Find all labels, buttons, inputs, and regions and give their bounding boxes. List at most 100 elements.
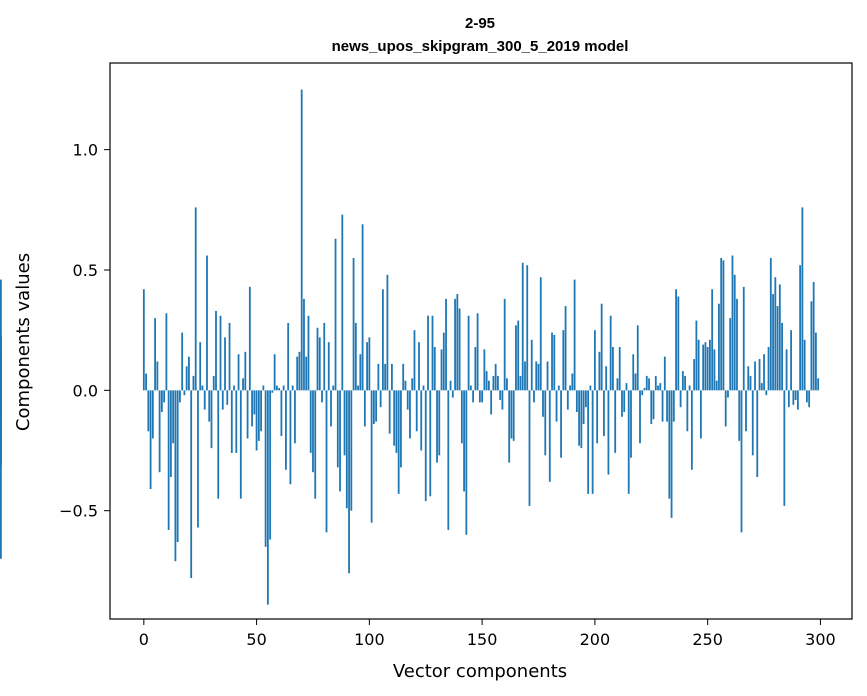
bar-97 bbox=[361, 224, 364, 391]
y-axis-label: Components values bbox=[13, 253, 34, 431]
bar-160 bbox=[503, 298, 506, 391]
bar-42 bbox=[237, 354, 240, 391]
bar-287 bbox=[790, 330, 792, 391]
bar-30 bbox=[210, 390, 213, 449]
bar-68 bbox=[296, 356, 299, 391]
bar-92 bbox=[350, 390, 353, 511]
bar-205 bbox=[605, 366, 608, 391]
bar-203 bbox=[600, 303, 603, 391]
bar-62 bbox=[282, 385, 285, 391]
bar-236 bbox=[675, 289, 677, 391]
bar-24 bbox=[197, 390, 199, 528]
bar-136 bbox=[449, 380, 452, 391]
bar-164 bbox=[512, 390, 515, 441]
bar-264 bbox=[738, 390, 741, 441]
x-tick-label: 300 bbox=[805, 630, 836, 649]
bar-273 bbox=[758, 359, 761, 391]
bar-0 bbox=[142, 289, 145, 391]
bar-2 bbox=[147, 390, 150, 432]
bar-260 bbox=[729, 318, 732, 391]
bar-179 bbox=[546, 361, 549, 391]
bar-130 bbox=[436, 390, 438, 463]
bar-256 bbox=[720, 257, 723, 391]
bar-133 bbox=[442, 332, 445, 391]
bar-18 bbox=[183, 390, 186, 396]
bar-4 bbox=[151, 390, 154, 439]
bar-185 bbox=[560, 390, 562, 458]
bar-239 bbox=[681, 371, 684, 391]
bar-60 bbox=[278, 387, 281, 391]
bar-278 bbox=[769, 257, 772, 391]
bar-118 bbox=[409, 390, 411, 439]
bar-134 bbox=[445, 298, 447, 391]
bar-218 bbox=[634, 373, 637, 391]
bar-6 bbox=[156, 361, 159, 391]
bar-228 bbox=[657, 385, 659, 391]
bar-41 bbox=[235, 390, 238, 453]
bar-58 bbox=[273, 354, 276, 391]
bar-108 bbox=[386, 274, 389, 391]
bar-183 bbox=[555, 390, 558, 422]
bar-144 bbox=[467, 315, 470, 391]
bar-9 bbox=[163, 390, 166, 403]
bar-220 bbox=[639, 390, 641, 444]
bar-267 bbox=[745, 390, 747, 432]
bar-166 bbox=[517, 320, 520, 391]
bar-293 bbox=[803, 339, 806, 391]
bar-125 bbox=[424, 390, 427, 502]
bar-249 bbox=[704, 342, 707, 391]
bar-111 bbox=[393, 390, 396, 446]
bar-71 bbox=[303, 298, 305, 391]
bar-246 bbox=[697, 339, 700, 391]
bar-91 bbox=[348, 390, 350, 574]
bar-182 bbox=[553, 334, 556, 391]
bar-67 bbox=[294, 390, 296, 444]
bar-155 bbox=[492, 375, 495, 391]
bar-32 bbox=[215, 310, 217, 391]
bar-147 bbox=[474, 347, 477, 391]
bar-undefined bbox=[0, 390, 2, 400]
bar-268 bbox=[747, 366, 750, 391]
bar-53 bbox=[262, 385, 265, 391]
bar-291 bbox=[799, 265, 802, 391]
bar-84 bbox=[332, 385, 335, 391]
bar-89 bbox=[343, 390, 346, 456]
bar-99 bbox=[366, 342, 368, 391]
bar-275 bbox=[763, 354, 765, 391]
bar-25 bbox=[199, 342, 202, 391]
bar-175 bbox=[537, 363, 540, 391]
bar-126 bbox=[427, 315, 429, 391]
bar-159 bbox=[501, 390, 504, 410]
bar-297 bbox=[812, 282, 815, 391]
bar-34 bbox=[219, 315, 222, 391]
bar-158 bbox=[499, 390, 502, 400]
bar-283 bbox=[781, 322, 783, 391]
bar-95 bbox=[357, 385, 359, 391]
bar-211 bbox=[618, 347, 621, 391]
bar-148 bbox=[476, 313, 479, 391]
bar-40 bbox=[233, 385, 235, 391]
bar-22 bbox=[192, 375, 195, 391]
bar-49 bbox=[253, 390, 256, 415]
bar-129 bbox=[433, 347, 436, 391]
bar-100 bbox=[368, 337, 371, 391]
bar-219 bbox=[636, 325, 639, 391]
bar-178 bbox=[544, 390, 547, 456]
x-axis-ticks: 0 50 100 150 200 250 300 bbox=[139, 619, 836, 649]
bar-269 bbox=[749, 375, 752, 391]
x-tick-label: 150 bbox=[467, 630, 498, 649]
bar-120 bbox=[413, 330, 416, 391]
bar-106 bbox=[381, 289, 384, 391]
bar-263 bbox=[736, 298, 738, 391]
bar-102 bbox=[372, 390, 375, 425]
bar-171 bbox=[528, 390, 531, 506]
bar-206 bbox=[607, 390, 610, 475]
bar-204 bbox=[603, 390, 605, 437]
chart-subtitle: news_upos_skipgram_300_5_2019 model bbox=[332, 38, 629, 55]
bar-121 bbox=[415, 390, 418, 432]
bar-188 bbox=[566, 390, 569, 410]
bar-198 bbox=[589, 385, 592, 391]
bar-172 bbox=[530, 339, 533, 391]
bar-173 bbox=[533, 390, 535, 403]
bar-138 bbox=[454, 298, 456, 391]
